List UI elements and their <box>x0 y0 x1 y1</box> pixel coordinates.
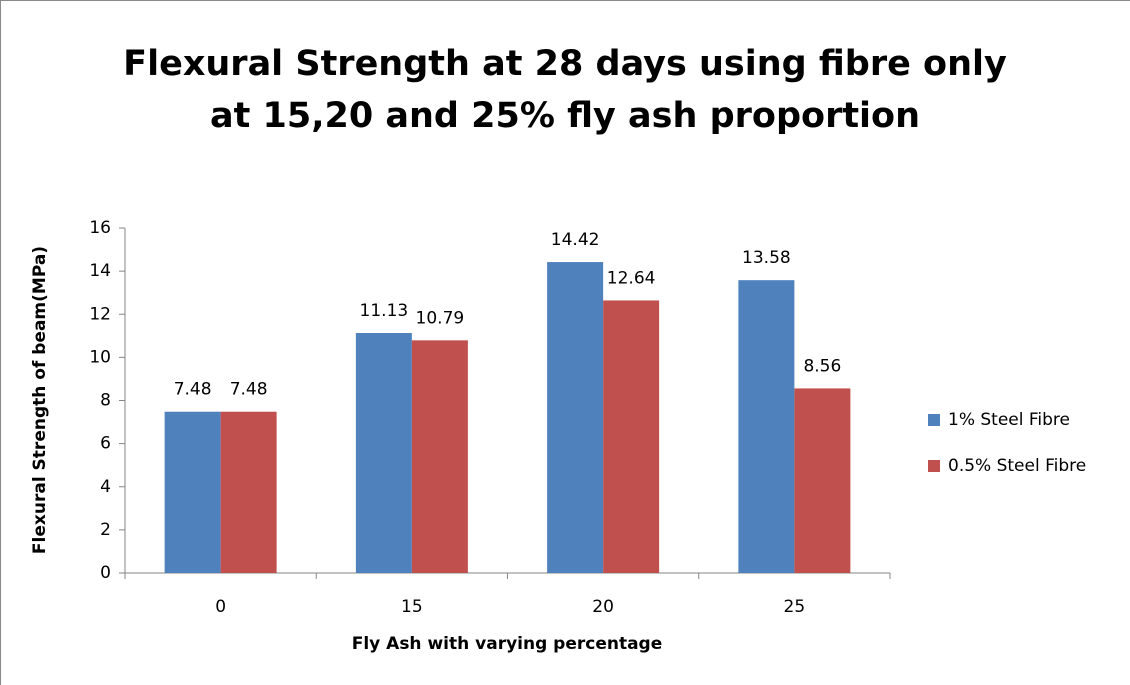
y-tick-label: 14 <box>89 261 111 281</box>
bar <box>794 388 851 573</box>
x-tick-label: 15 <box>401 597 423 617</box>
data-label: 10.79 <box>416 308 465 328</box>
y-tick-label: 16 <box>89 218 111 238</box>
y-tick-label: 10 <box>89 347 111 367</box>
data-label: 13.58 <box>742 248 791 268</box>
y-tick-label: 6 <box>100 434 111 454</box>
bar <box>411 340 468 573</box>
y-tick-label: 12 <box>89 304 111 324</box>
y-tick-label: 4 <box>100 477 111 497</box>
bar <box>355 333 412 573</box>
x-tick-label: 25 <box>784 597 806 617</box>
legend-swatch <box>928 414 940 426</box>
x-axis-label: Fly Ash with varying percentage <box>352 634 663 654</box>
y-axis-label: Flexural Strength of beam(MPa) <box>30 246 50 554</box>
legend-label: 1% Steel Fibre <box>948 410 1070 430</box>
data-label: 8.56 <box>803 356 841 376</box>
data-label: 7.48 <box>230 380 268 400</box>
bar <box>220 411 277 573</box>
bar <box>547 262 604 573</box>
x-tick-label: 0 <box>215 597 226 617</box>
y-tick-label: 0 <box>100 563 111 583</box>
data-label: 11.13 <box>360 301 409 321</box>
x-tick-label: 20 <box>592 597 614 617</box>
chart-title: Flexural Strength at 28 days using fibre… <box>123 44 1007 136</box>
y-tick-label: 2 <box>100 520 111 540</box>
legend-label: 0.5% Steel Fibre <box>948 456 1086 476</box>
data-label: 7.48 <box>174 380 212 400</box>
bar <box>738 280 795 573</box>
data-label: 14.42 <box>551 230 600 250</box>
bar <box>603 300 660 573</box>
data-label: 12.64 <box>607 268 656 288</box>
legend-swatch <box>928 460 940 472</box>
y-tick-label: 8 <box>100 391 111 411</box>
bar <box>164 411 221 573</box>
